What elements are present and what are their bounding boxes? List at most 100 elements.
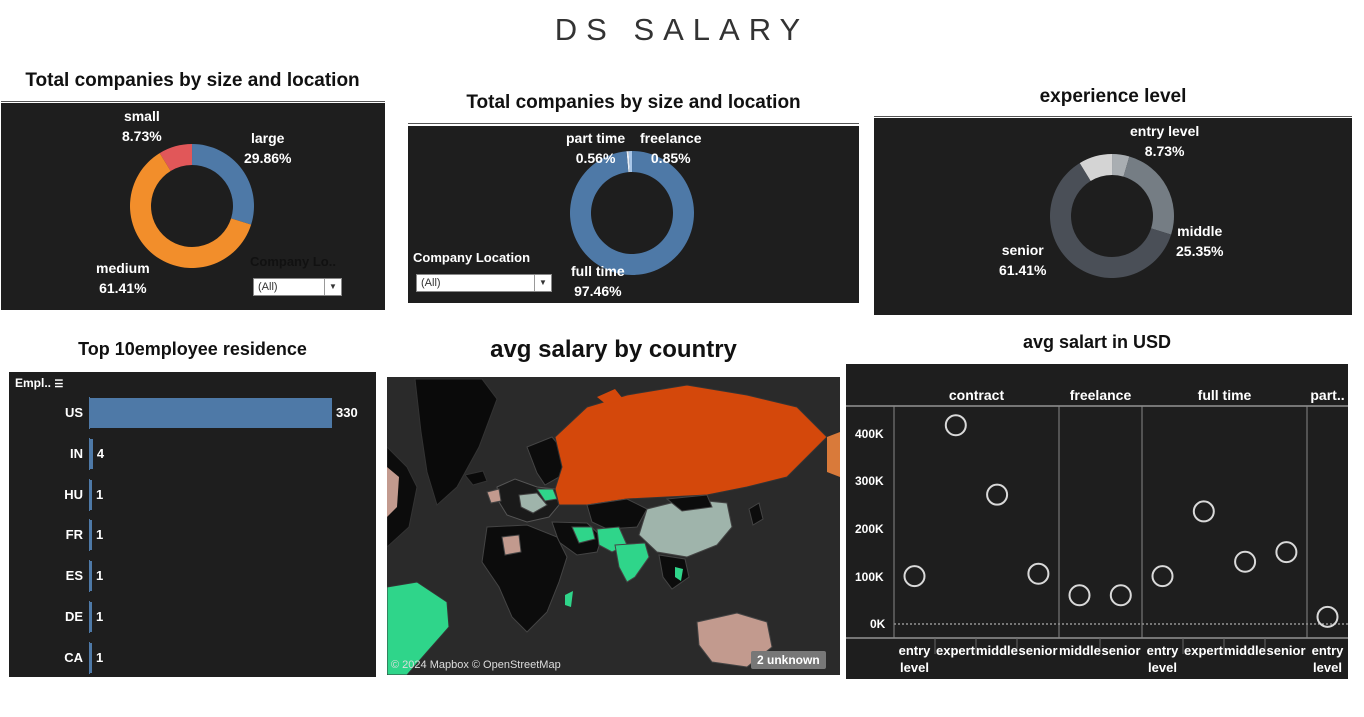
mongolia-shape[interactable] bbox=[665, 494, 713, 512]
bar-ca[interactable] bbox=[90, 642, 92, 673]
donut-slice-middle[interactable] bbox=[1123, 156, 1174, 235]
unknown-badge[interactable]: 2 unknown bbox=[751, 651, 826, 669]
residence-header: Empl.. ☰ bbox=[15, 376, 64, 390]
uk-shape[interactable] bbox=[486, 488, 502, 504]
north-america-shape[interactable] bbox=[387, 446, 418, 548]
medium-label: medium 61.41% bbox=[96, 260, 150, 296]
scatter-point-fulltime-entry-level[interactable] bbox=[1151, 565, 1174, 588]
company-size-donut bbox=[129, 144, 255, 268]
south-america-shape[interactable] bbox=[387, 581, 450, 675]
donut-slice-large[interactable] bbox=[192, 144, 255, 225]
bar-label-es: ES bbox=[65, 568, 83, 584]
company-location-dropdown[interactable]: (All) ▼ bbox=[253, 278, 342, 296]
vietnam-shape[interactable] bbox=[675, 567, 683, 581]
donut-slice-small[interactable] bbox=[159, 144, 193, 172]
donut-slice-freelance[interactable] bbox=[628, 151, 633, 173]
freelance-label: freelance 0.85% bbox=[640, 130, 702, 166]
donut-slice-other[interactable] bbox=[1112, 154, 1130, 177]
southeast-asia-shape[interactable] bbox=[658, 554, 690, 590]
y-tick-200k: 200K bbox=[855, 522, 884, 536]
bar-value-in: 4 bbox=[96, 445, 105, 461]
bar-us[interactable] bbox=[90, 398, 332, 428]
sort-icon[interactable]: ☰ bbox=[54, 379, 64, 390]
canada-shape[interactable] bbox=[387, 467, 399, 517]
donut-slice-medium[interactable] bbox=[129, 153, 252, 268]
dashboard-title: DS SALARY bbox=[554, 12, 810, 47]
company-size-title: Total companies by size and location bbox=[25, 70, 360, 91]
residence-bars: US 330 IN 4 HU 1 FR 1 ES 1 DE 1 CA 1 bbox=[9, 372, 376, 677]
bar-value-fr: 1 bbox=[96, 527, 104, 543]
iceland-shape[interactable] bbox=[464, 470, 488, 486]
scatter-point-freelance-senior[interactable] bbox=[1109, 584, 1132, 607]
bar-es[interactable] bbox=[90, 561, 92, 592]
bar-axis-tick bbox=[89, 641, 90, 674]
x-cat-middle: middle bbox=[1059, 643, 1101, 658]
dropdown-value: (All) bbox=[421, 277, 441, 289]
group-freelance: freelance bbox=[1069, 387, 1132, 403]
bar-value-hu: 1 bbox=[96, 486, 104, 502]
scatter-point-part-entry-level[interactable] bbox=[1316, 605, 1339, 628]
scatter-point-contract-senior[interactable] bbox=[1027, 562, 1050, 585]
experience-donut bbox=[1050, 154, 1174, 278]
kenya-shape[interactable] bbox=[565, 591, 573, 607]
bar-label-in: IN bbox=[70, 445, 83, 461]
company-location-filter-label: Company Lo.. bbox=[250, 254, 336, 269]
africa-shape[interactable] bbox=[481, 524, 568, 633]
donut-slice-part-time[interactable] bbox=[626, 151, 630, 173]
donut-slice-senior[interactable] bbox=[1050, 163, 1172, 278]
x-cat-senior: senior bbox=[1018, 643, 1058, 658]
alaska-shape[interactable] bbox=[827, 432, 840, 477]
x-cat-entry-level: entry level bbox=[898, 643, 931, 675]
bar-fr[interactable] bbox=[90, 520, 92, 551]
central-asia-shape[interactable] bbox=[586, 498, 648, 530]
scatter-point-fulltime-expert[interactable] bbox=[1192, 500, 1215, 523]
bar-in[interactable] bbox=[90, 438, 93, 469]
bar-hu[interactable] bbox=[90, 479, 92, 510]
iran-shape[interactable] bbox=[571, 526, 596, 544]
company-location-dropdown[interactable]: (All) ▼ bbox=[416, 274, 552, 292]
x-cat-expert: expert bbox=[1183, 643, 1224, 658]
greenland-shape[interactable] bbox=[414, 378, 498, 506]
scatter-point-contract-entry-level[interactable] bbox=[903, 565, 926, 588]
y-tick-400k: 400K bbox=[855, 427, 884, 441]
bar-label-us: US bbox=[64, 405, 83, 420]
bar-axis-tick bbox=[89, 437, 90, 470]
scatter-point-freelance-middle[interactable] bbox=[1068, 584, 1091, 607]
arctic-island-shape[interactable] bbox=[597, 389, 623, 405]
bar-label-hu: HU bbox=[64, 486, 83, 502]
entry-level-label: entry level 8.73% bbox=[1130, 123, 1200, 159]
scatter-point-fulltime-senior[interactable] bbox=[1275, 541, 1298, 564]
scatter-point-fulltime-middle[interactable] bbox=[1234, 550, 1257, 573]
scatter-point-contract-middle[interactable] bbox=[986, 483, 1009, 506]
bar-axis-tick bbox=[89, 397, 90, 429]
bar-de[interactable] bbox=[90, 602, 92, 632]
donut-slice-full-time[interactable] bbox=[570, 151, 694, 275]
north-africa-shape[interactable] bbox=[501, 534, 522, 556]
central-europe-shape[interactable] bbox=[518, 492, 548, 514]
x-cat-senior: senior bbox=[1266, 643, 1306, 658]
employment-type-title: Total companies by size and location bbox=[466, 92, 801, 113]
scatter-point-contract-expert[interactable] bbox=[944, 414, 967, 437]
world-map[interactable] bbox=[387, 377, 840, 675]
company-size-panel: small 8.73% large 29.86% medium 61.41% Comp… bbox=[1, 103, 385, 310]
bar-axis-tick bbox=[89, 519, 90, 552]
divider bbox=[874, 116, 1352, 117]
x-cat-senior: senior bbox=[1101, 643, 1141, 658]
y-tick-100k: 100K bbox=[855, 570, 884, 584]
bar-axis-tick bbox=[89, 478, 90, 511]
russia-shape[interactable] bbox=[554, 384, 828, 506]
divider bbox=[408, 123, 859, 124]
salary-map[interactable]: © 2024 Mapbox © OpenStreetMap 2 unknown bbox=[387, 377, 840, 675]
chevron-down-icon: ▼ bbox=[534, 275, 551, 291]
part-time-label: part time 0.56% bbox=[566, 130, 626, 166]
group-full-time: full time bbox=[1197, 387, 1252, 403]
employment-type-panel: part time 0.56% freelance 0.85% full time 9… bbox=[408, 126, 859, 303]
bar-value-de: 1 bbox=[96, 609, 104, 624]
chevron-down-icon: ▼ bbox=[324, 279, 341, 295]
full-time-label: full time 97.46% bbox=[571, 263, 625, 299]
bar-label-ca: CA bbox=[64, 649, 83, 665]
japan-shape[interactable] bbox=[748, 502, 764, 526]
donut-slice-entry-level[interactable] bbox=[1079, 154, 1113, 182]
india-shape[interactable] bbox=[614, 542, 650, 583]
bar-value-es: 1 bbox=[96, 568, 104, 584]
